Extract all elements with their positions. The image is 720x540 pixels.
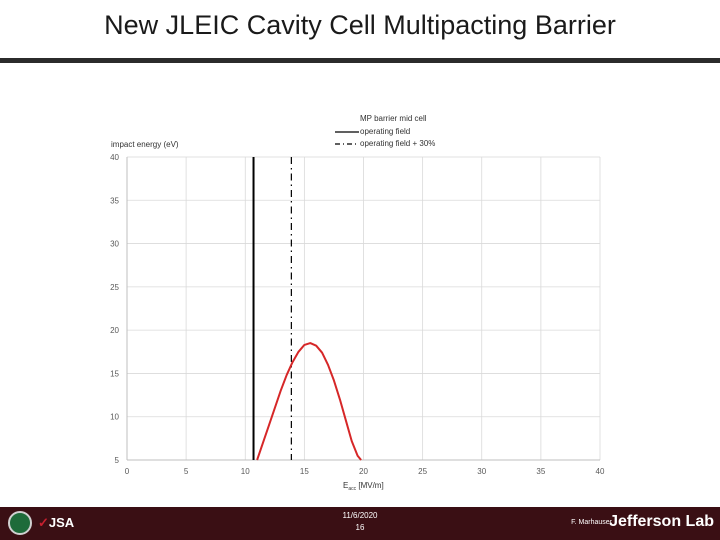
x-axis-label-sub: acc — [348, 486, 356, 492]
x-tick-label: 0 — [125, 467, 130, 476]
x-axis-label-main: E — [343, 481, 348, 490]
x-tick-label: 15 — [300, 467, 309, 476]
footer-date: 11/6/2020 — [342, 511, 378, 520]
legend-label-operating-30: operating field + 30% — [360, 139, 435, 148]
y-tick-label: 35 — [110, 196, 119, 205]
title-divider — [0, 58, 720, 63]
x-tick-label: 30 — [477, 467, 486, 476]
jsa-logo-text: JSA — [48, 515, 75, 530]
x-tick-label: 10 — [241, 467, 250, 476]
swoosh-icon: ✓ — [38, 515, 49, 530]
y-tick-label: 30 — [110, 240, 119, 249]
slide-title: New JLEIC Cavity Cell Multipacting Barri… — [104, 10, 616, 40]
x-axis-label-unit: [MV/m] — [356, 481, 384, 490]
legend-title: MP barrier mid cell — [360, 114, 427, 123]
jsa-logo: ✓JSA — [38, 515, 74, 531]
vline-layer — [252, 157, 292, 460]
y-tick-label: 25 — [110, 283, 119, 292]
mp-barrier-curve — [256, 342, 362, 461]
y-axis-label: impact energy (eV) — [111, 140, 179, 149]
x-tick-label: 35 — [536, 467, 545, 476]
jefferson-lab-logo: Jefferson Lab — [609, 513, 714, 530]
x-axis-label: Eacc [MV/m] — [343, 481, 384, 492]
x-tick-label: 5 — [184, 467, 189, 476]
y-tick-label: 5 — [115, 456, 120, 465]
x-tick-label: 40 — [596, 467, 605, 476]
axis-layer — [126, 157, 600, 461]
y-tick-label: 20 — [110, 326, 119, 335]
series-layer — [256, 342, 362, 461]
footer-page-number: 16 — [355, 523, 365, 532]
legend: MP barrier mid cell operating field oper… — [335, 114, 435, 148]
footer-author: F. Marhauser — [571, 519, 612, 526]
x-tick-label: 20 — [359, 467, 368, 476]
x-tick-label: 25 — [418, 467, 427, 476]
y-tick-label: 15 — [110, 369, 119, 378]
y-tick-label: 40 — [110, 153, 119, 162]
footer-bar: ✓JSA 11/6/2020 16 F. Marhauser Jefferson… — [0, 507, 720, 540]
footer-date-block: 11/6/2020 16 — [320, 510, 400, 534]
grid-layer — [127, 156, 601, 460]
legend-label-operating: operating field — [360, 127, 410, 136]
doe-seal-logo — [8, 511, 32, 535]
y-tick-label: 10 — [110, 413, 119, 422]
